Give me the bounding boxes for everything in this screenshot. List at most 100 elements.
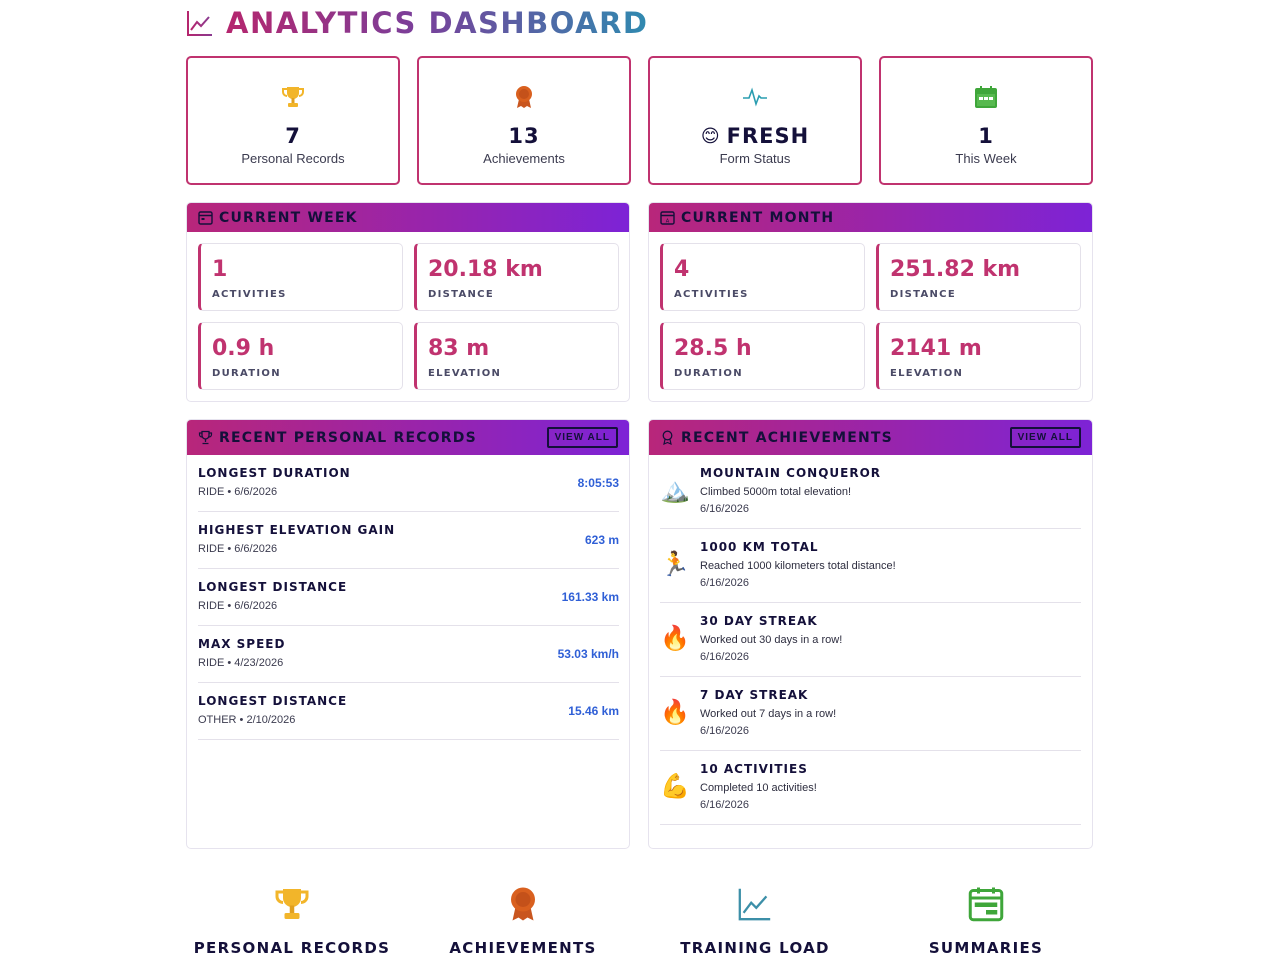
metric-card-activities: 1 ACTIVITIES <box>198 243 403 311</box>
runner-icon: 🏃 <box>660 550 690 578</box>
stat-card-achievements[interactable]: 13 Achievements <box>417 56 631 185</box>
record-row[interactable]: LONGEST DURATION RIDE • 6/6/2026 8:05:53 <box>198 455 619 512</box>
nav-label: ACHIEVEMENTS <box>449 939 597 957</box>
achievement-row[interactable]: 🏃 1000 KM TOTAL Reached 1000 kilometers … <box>660 529 1081 603</box>
metric-value: 251.82 km <box>890 257 1021 282</box>
stat-label: Form Status <box>719 151 791 166</box>
achievement-description: Completed 10 activities! <box>700 782 817 794</box>
achievement-title: 7 DAY STREAK <box>700 688 809 702</box>
record-value: 15.46 km <box>568 704 619 718</box>
panel-header: RECENT PERSONAL RECORDS VIEW ALL <box>187 420 629 455</box>
metric-label: DISTANCE <box>890 289 956 300</box>
calendar-month-icon: A <box>660 211 675 225</box>
record-subtitle: RIDE • 6/6/2026 <box>198 600 278 612</box>
trophy-icon <box>274 884 310 924</box>
record-row[interactable]: LONGEST DISTANCE RIDE • 6/6/2026 161.33 … <box>198 569 619 626</box>
stat-value: 7 <box>285 124 301 148</box>
stat-cards: 7 Personal Records 13 Achievements 😊 FRE… <box>186 56 1093 185</box>
metric-card-activities: 4 ACTIVITIES <box>660 243 865 311</box>
flexed-bicep-icon: 💪 <box>660 772 690 800</box>
achievement-description: Climbed 5000m total elevation! <box>700 486 852 498</box>
achievement-description: Worked out 30 days in a row! <box>700 634 843 646</box>
metric-value: 4 <box>674 257 690 282</box>
medal-icon <box>514 84 534 110</box>
form-status-value: FRESH <box>726 124 810 148</box>
panel-title: RECENT ACHIEVEMENTS <box>681 429 893 446</box>
metric-card-elevation: 2141 m ELEVATION <box>876 322 1081 390</box>
dashboard: ANALYTICS DASHBOARD 7 Personal Records 1… <box>186 0 1093 849</box>
metric-value: 20.18 km <box>428 257 543 282</box>
stat-card-form-status[interactable]: 😊 FRESH Form Status <box>648 56 862 185</box>
calendar-icon <box>968 884 1004 924</box>
record-subtitle: RIDE • 6/6/2026 <box>198 486 278 498</box>
nav-training-load[interactable]: TRAINING LOAD <box>645 884 865 964</box>
current-month-panel: A CURRENT MONTH 4 ACTIVITIES 251.82 km D… <box>648 202 1093 402</box>
stat-label: Achievements <box>483 151 565 166</box>
metric-value: 28.5 h <box>674 336 752 361</box>
record-value: 8:05:53 <box>577 476 619 490</box>
stat-card-personal-records[interactable]: 7 Personal Records <box>186 56 400 185</box>
record-row[interactable]: LONGEST DISTANCE OTHER • 2/10/2026 15.46… <box>198 683 619 740</box>
metric-value: 0.9 h <box>212 336 275 361</box>
metric-card-distance: 251.82 km DISTANCE <box>876 243 1081 311</box>
record-subtitle: OTHER • 2/10/2026 <box>198 714 296 726</box>
record-row[interactable]: HIGHEST ELEVATION GAIN RIDE • 6/6/2026 6… <box>198 512 619 569</box>
record-value: 53.03 km/h <box>557 647 619 661</box>
metric-card-duration: 0.9 h DURATION <box>198 322 403 390</box>
achievement-title: 10 ACTIVITIES <box>700 762 808 776</box>
metric-label: ACTIVITIES <box>212 289 287 300</box>
achievement-date: 6/16/2026 <box>700 651 749 663</box>
smiley-icon: 😊 <box>700 125 721 147</box>
panel-header: RECENT ACHIEVEMENTS VIEW ALL <box>649 420 1092 455</box>
metric-label: DURATION <box>674 368 743 379</box>
achievement-description: Worked out 7 days in a row! <box>700 708 837 720</box>
stat-value: 1 <box>978 124 994 148</box>
panel-title: CURRENT WEEK <box>219 209 358 226</box>
metric-label: DISTANCE <box>428 289 494 300</box>
metric-label: DURATION <box>212 368 281 379</box>
record-value: 623 m <box>584 533 619 547</box>
metric-value: 2141 m <box>890 336 982 361</box>
chart-line-icon <box>737 884 773 924</box>
record-subtitle: RIDE • 6/6/2026 <box>198 543 278 555</box>
stat-value: 13 <box>508 124 540 148</box>
record-subtitle: RIDE • 4/23/2026 <box>198 657 284 669</box>
record-value: 161.33 km <box>561 590 619 604</box>
mountain-icon: 🏔️ <box>660 476 690 504</box>
recent-records-panel: RECENT PERSONAL RECORDS VIEW ALL LONGEST… <box>186 419 630 849</box>
recent-achievements-panel: RECENT ACHIEVEMENTS VIEW ALL 🏔️ MOUNTAIN… <box>648 419 1093 849</box>
stat-value: 😊 FRESH <box>701 124 809 148</box>
nav-summaries[interactable]: SUMMARIES <box>876 884 1096 964</box>
record-title: LONGEST DISTANCE <box>198 694 348 708</box>
achievement-row[interactable]: 🔥 7 DAY STREAK Worked out 7 days in a ro… <box>660 677 1081 751</box>
stat-card-this-week[interactable]: 1 This Week <box>879 56 1093 185</box>
view-all-records-button[interactable]: VIEW ALL <box>546 427 618 448</box>
nav-personal-records[interactable]: PERSONAL RECORDS <box>182 884 402 964</box>
achievement-date: 6/16/2026 <box>700 503 749 515</box>
metric-card-elevation: 83 m ELEVATION <box>414 322 619 390</box>
metric-label: ACTIVITIES <box>674 289 749 300</box>
svg-text:A: A <box>666 219 670 225</box>
stat-label: Personal Records <box>241 151 345 166</box>
achievement-row[interactable]: 🏔️ MOUNTAIN CONQUEROR Climbed 5000m tota… <box>660 455 1081 529</box>
pulse-icon <box>742 84 768 110</box>
nav-label: SUMMARIES <box>928 939 1044 957</box>
view-all-achievements-button[interactable]: VIEW ALL <box>1009 427 1081 448</box>
chart-line-icon <box>187 10 212 36</box>
record-row[interactable]: MAX SPEED RIDE • 4/23/2026 53.03 km/h <box>198 626 619 683</box>
trophy-icon <box>198 430 213 445</box>
fire-icon: 🔥 <box>660 624 690 652</box>
achievement-row[interactable]: 💪 10 ACTIVITIES Completed 10 activities!… <box>660 751 1081 825</box>
page-header: ANALYTICS DASHBOARD <box>186 0 1093 45</box>
medal-icon <box>662 430 673 445</box>
metric-card-distance: 20.18 km DISTANCE <box>414 243 619 311</box>
metric-value: 1 <box>212 257 228 282</box>
nav-label: TRAINING LOAD <box>680 939 830 957</box>
medal-icon <box>508 884 538 924</box>
record-title: MAX SPEED <box>198 637 286 651</box>
achievement-date: 6/16/2026 <box>700 725 749 737</box>
panel-header: CURRENT WEEK <box>187 203 629 232</box>
record-title: LONGEST DURATION <box>198 466 351 480</box>
nav-achievements[interactable]: ACHIEVEMENTS <box>413 884 633 964</box>
achievement-row[interactable]: 🔥 30 DAY STREAK Worked out 30 days in a … <box>660 603 1081 677</box>
